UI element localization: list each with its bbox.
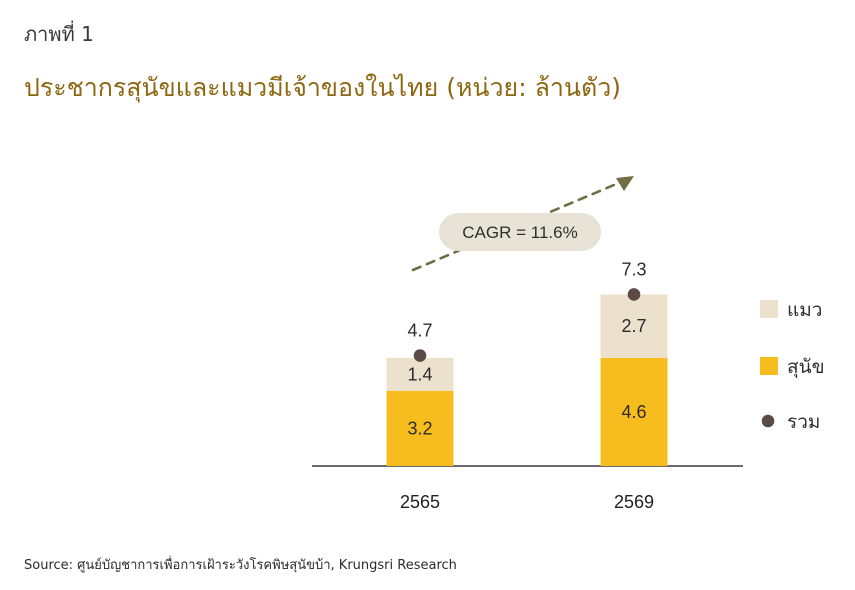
x-tick-2569: 2569 xyxy=(614,492,654,512)
bar-dog-2565 xyxy=(386,390,454,466)
chart-title: ประชากรสุนัขและแมวมีเจ้าของในไทย (หน่วย:… xyxy=(24,73,622,102)
legend-label-dog: สุนัข xyxy=(787,356,825,379)
data-label-dog-2565: 3.2 xyxy=(407,418,432,438)
legend-swatch-cat xyxy=(760,300,778,318)
figure-label: ภาพที่ 1 xyxy=(24,22,94,46)
total-marker-2565 xyxy=(413,349,427,362)
data-label-dog-2569: 4.6 xyxy=(621,402,646,422)
legend-swatch-dog xyxy=(760,357,778,375)
total-marker-2569 xyxy=(627,288,641,301)
total-label-2569: 7.3 xyxy=(621,259,646,279)
legend-label-total: รวม xyxy=(787,411,820,433)
bar-cat-2565 xyxy=(386,357,454,391)
legend-label-cat: แมว xyxy=(787,299,822,321)
bar-cat-2569 xyxy=(600,294,668,358)
bar-dog-2569 xyxy=(600,357,668,466)
total-label-2565: 4.7 xyxy=(407,321,432,341)
cagr-label-text: CAGR = 11.6% xyxy=(462,223,577,242)
data-label-cat-2565: 1.4 xyxy=(407,364,432,384)
source-text: Source: ศูนย์บัญชาการเพื่อการเฝ้าระวังโร… xyxy=(24,558,457,573)
cagr-label-box xyxy=(439,213,601,251)
data-label-cat-2569: 2.7 xyxy=(621,316,646,336)
legend-marker-total xyxy=(761,414,775,428)
cagr-arrowhead xyxy=(616,176,634,191)
x-tick-2565: 2565 xyxy=(400,492,440,512)
